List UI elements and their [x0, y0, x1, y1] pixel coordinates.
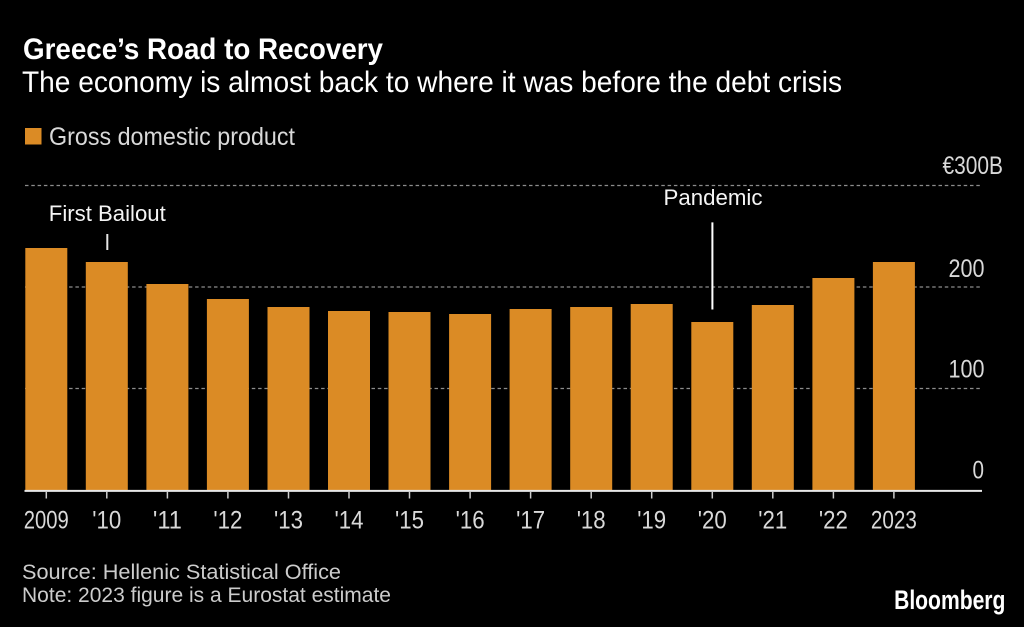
svg-text:'12: '12: [213, 507, 242, 535]
svg-text:2009: 2009: [24, 507, 69, 535]
svg-text:Gross domestic product: Gross domestic product: [49, 123, 295, 151]
svg-text:'18: '18: [577, 507, 606, 535]
svg-text:Pandemic: Pandemic: [664, 185, 763, 210]
svg-text:Greece’s Road to Recovery: Greece’s Road to Recovery: [23, 33, 383, 66]
svg-text:200: 200: [949, 255, 985, 283]
svg-text:2023: 2023: [871, 507, 917, 535]
svg-text:'16: '16: [456, 507, 485, 535]
svg-text:First Bailout: First Bailout: [49, 201, 166, 226]
svg-text:'15: '15: [395, 507, 424, 535]
svg-text:'13: '13: [274, 507, 303, 535]
svg-text:The economy is almost back to: The economy is almost back to where it w…: [22, 66, 842, 99]
svg-text:Note: 2023 figure is a Eurosta: Note: 2023 figure is a Eurostat estimate: [22, 584, 391, 607]
svg-text:'20: '20: [698, 507, 727, 535]
svg-text:'19: '19: [637, 507, 666, 535]
svg-text:'22: '22: [819, 507, 848, 535]
svg-text:Bloomberg: Bloomberg: [894, 585, 1005, 615]
svg-text:0: 0: [973, 457, 985, 485]
svg-text:'17: '17: [516, 507, 545, 535]
svg-text:'21: '21: [758, 507, 787, 535]
svg-text:'14: '14: [335, 507, 364, 535]
svg-text:€300B: €300B: [943, 152, 1004, 180]
svg-text:'10: '10: [92, 507, 121, 535]
svg-text:'11: '11: [153, 507, 182, 535]
svg-text:Source: Hellenic Statistical O: Source: Hellenic Statistical Office: [22, 561, 341, 584]
svg-text:100: 100: [949, 356, 985, 384]
